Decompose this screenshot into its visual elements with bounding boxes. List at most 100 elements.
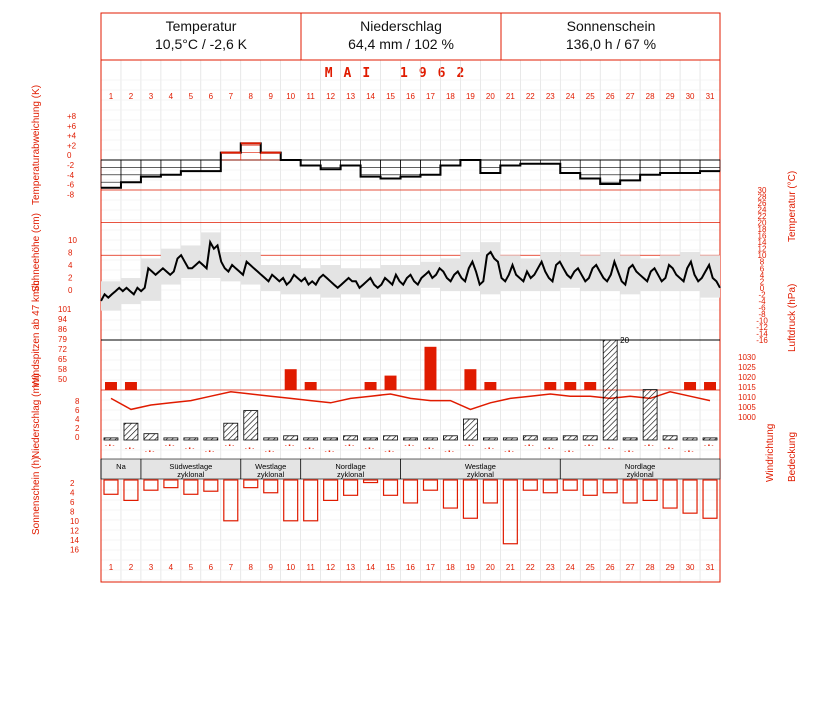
weather-type-label-part: Südwestlage bbox=[169, 462, 212, 471]
temperature-tick: 16 bbox=[758, 232, 767, 241]
temperature-range-band bbox=[700, 255, 720, 298]
wind-cloud-marker: - ▪ - bbox=[684, 449, 693, 455]
temperature-tick: -2 bbox=[758, 290, 766, 299]
sunshine-bar bbox=[163, 479, 179, 489]
anomaly-bar bbox=[699, 159, 721, 172]
sunshine-bar bbox=[462, 479, 478, 519]
snow-tick: 0 bbox=[68, 286, 73, 295]
day-label-bottom: 3 bbox=[149, 563, 154, 572]
wind-gust-bar bbox=[384, 375, 397, 390]
precip-bar bbox=[123, 422, 139, 441]
weather-type-label-part: Nordlage bbox=[335, 462, 365, 471]
temperature-tick: -14 bbox=[756, 329, 768, 338]
weather-type-label-part: zyklonal bbox=[627, 470, 654, 479]
precip-bar bbox=[582, 435, 598, 441]
header-precipitation-value: 64,4 mm / 102 % bbox=[348, 36, 454, 52]
day-label-top: 9 bbox=[268, 92, 273, 101]
precip-bar bbox=[562, 435, 578, 441]
anomaly-bar bbox=[180, 159, 202, 172]
anomaly-bar bbox=[260, 152, 282, 161]
precip-bar bbox=[183, 437, 199, 441]
precip-tick: 6 bbox=[75, 406, 80, 415]
weather-type-label-part: zyklonal bbox=[177, 470, 204, 479]
day-label-bottom: 28 bbox=[646, 563, 655, 572]
wind-cloud-marker: - ▪ - bbox=[205, 449, 214, 455]
wind-gust-tick: 86 bbox=[58, 325, 67, 334]
precip-bar bbox=[423, 437, 438, 441]
wind-cloud-marker: - ▪ - bbox=[285, 443, 294, 449]
sunshine-bar bbox=[223, 479, 239, 522]
day-label-top: 14 bbox=[366, 92, 375, 101]
day-label-bottom: 15 bbox=[386, 563, 395, 572]
anomaly-bar bbox=[240, 143, 262, 161]
temperature-tick: 14 bbox=[758, 238, 767, 247]
sunshine-bar bbox=[542, 479, 558, 494]
temperature-range-band bbox=[440, 258, 461, 292]
day-label-top: 13 bbox=[346, 92, 355, 101]
temperature-tick: -12 bbox=[756, 323, 768, 332]
sunshine-bar bbox=[183, 479, 199, 495]
sunshine-bar bbox=[702, 479, 718, 519]
day-label-bottom: 23 bbox=[546, 563, 555, 572]
anomaly-bar bbox=[100, 159, 122, 189]
day-label-top: 11 bbox=[307, 92, 316, 101]
day-label-bottom: 29 bbox=[666, 563, 675, 572]
wind-cloud-marker: - ▪ - bbox=[225, 443, 234, 449]
sunshine-tick: 6 bbox=[70, 498, 75, 507]
wind-gust-bar bbox=[544, 382, 557, 390]
day-label-bottom: 6 bbox=[209, 563, 214, 572]
anomaly-bar bbox=[120, 159, 142, 183]
sunshine-bar bbox=[283, 479, 299, 522]
day-label-top: 7 bbox=[229, 92, 234, 101]
precip-tick: 4 bbox=[75, 415, 80, 424]
sunshine-bar bbox=[502, 479, 518, 545]
wind-gust-tick: 50 bbox=[58, 375, 67, 384]
temperature-range-band bbox=[180, 245, 201, 279]
header-sunshine: Sonnenschein 136,0 h / 67 % bbox=[501, 17, 721, 57]
anomaly-bar bbox=[380, 159, 401, 179]
temperature-tick: -10 bbox=[756, 316, 768, 325]
wind-cloud-marker: - ▪ - bbox=[484, 446, 493, 452]
sunshine-bar bbox=[582, 479, 598, 496]
weather-type-label-part: zyklonal bbox=[467, 470, 494, 479]
header-sunshine-value: 136,0 h / 67 % bbox=[565, 36, 657, 52]
sunshine-bar bbox=[482, 479, 498, 504]
day-label-top: 15 bbox=[386, 92, 395, 101]
anomaly-tick: -8 bbox=[67, 190, 75, 199]
day-label-bottom: 10 bbox=[286, 563, 295, 572]
header-precipitation: Niederschlag 64,4 mm / 102 % bbox=[301, 17, 501, 57]
wind-cloud-marker: - ▪ - bbox=[385, 449, 394, 455]
header-precipitation-title: Niederschlag bbox=[360, 18, 442, 34]
month-title: MAI 1962 bbox=[324, 66, 476, 81]
wind-cloud-marker: - ▪ - bbox=[365, 446, 374, 452]
wind-gust-bar bbox=[464, 369, 477, 390]
temperature-range-band bbox=[680, 251, 701, 292]
temperature-range-band bbox=[360, 268, 381, 298]
pressure-tick: 1005 bbox=[738, 403, 756, 412]
wind-gust-bar bbox=[124, 382, 137, 390]
precip-bar bbox=[662, 435, 678, 441]
day-label-top: 22 bbox=[526, 92, 535, 101]
wind-cloud-marker: - ▪ - bbox=[604, 446, 613, 452]
precip-bar bbox=[702, 437, 718, 441]
precip-tick: 0 bbox=[75, 433, 80, 442]
day-label-top: 30 bbox=[686, 92, 695, 101]
precip-bar bbox=[502, 437, 518, 441]
header-temperature-title: Temperatur bbox=[165, 18, 237, 34]
pressure-tick: 1015 bbox=[738, 383, 756, 392]
wind-cloud-marker: - ▪ - bbox=[245, 446, 254, 452]
precip-bar bbox=[622, 437, 638, 441]
day-label-top: 31 bbox=[706, 92, 715, 101]
precip-bar bbox=[403, 437, 418, 441]
anomaly-step-line bbox=[101, 142, 720, 189]
wind-gust-tick: 65 bbox=[58, 355, 67, 364]
sunshine-bar bbox=[263, 479, 279, 494]
day-label-top: 28 bbox=[646, 92, 655, 101]
wind-cloud-marker: - ▪ - bbox=[504, 449, 513, 455]
temperature-tick: 10 bbox=[758, 251, 767, 260]
anomaly-tick: 0 bbox=[67, 151, 72, 160]
snow-tick: 10 bbox=[68, 236, 77, 245]
temperature-range-band bbox=[400, 265, 421, 295]
wind-cloud-marker: - ▪ - bbox=[564, 449, 573, 455]
